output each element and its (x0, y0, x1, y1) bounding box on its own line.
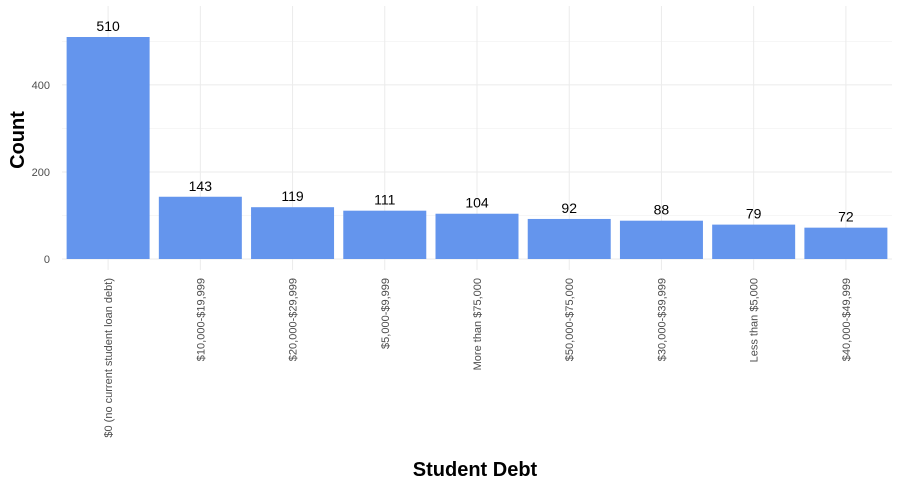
data-label: 143 (189, 178, 213, 194)
bar (619, 220, 703, 259)
x-tick-label: $40,000-$49,999 (841, 278, 853, 361)
y-tick-label: 200 (32, 167, 50, 179)
x-tick-label: $10,000-$19,999 (195, 278, 207, 361)
x-tick-label: $30,000-$39,999 (656, 278, 668, 361)
data-label: 104 (465, 195, 489, 211)
bar (158, 196, 242, 259)
x-tick-label: $0 (no current student loan debt) (103, 278, 115, 438)
x-tick-label: $5,000-$9,999 (380, 278, 392, 349)
y-axis-title: Count (7, 111, 29, 169)
x-axis-title: Student Debt (413, 459, 538, 481)
x-tick-label: $20,000-$29,999 (288, 278, 300, 361)
y-axis-ticks: 0 200 400 (32, 80, 50, 266)
data-label: 88 (654, 202, 670, 218)
data-label: 79 (746, 206, 762, 222)
bar (343, 210, 427, 259)
y-tick-label: 0 (44, 254, 50, 266)
data-labels-group: 510 143 119 111 104 92 88 79 72 (96, 18, 853, 225)
bars-group (66, 37, 888, 259)
y-tick-label: 400 (32, 80, 50, 92)
data-label: 111 (374, 192, 395, 208)
bar (712, 224, 796, 259)
x-tick-label: Less than $5,000 (749, 278, 761, 362)
bar (435, 213, 519, 259)
x-axis-ticks: $0 (no current student loan debt) $10,000… (103, 278, 853, 438)
x-tick-label: More than $75,000 (472, 278, 484, 370)
bar (66, 37, 150, 259)
data-label: 72 (838, 209, 854, 225)
data-label: 92 (561, 200, 577, 216)
data-label: 510 (96, 18, 120, 34)
bar (251, 207, 335, 259)
x-tick-label: $50,000-$75,000 (564, 278, 576, 361)
bar (527, 218, 611, 259)
bar (804, 227, 888, 259)
data-label: 119 (281, 188, 304, 204)
